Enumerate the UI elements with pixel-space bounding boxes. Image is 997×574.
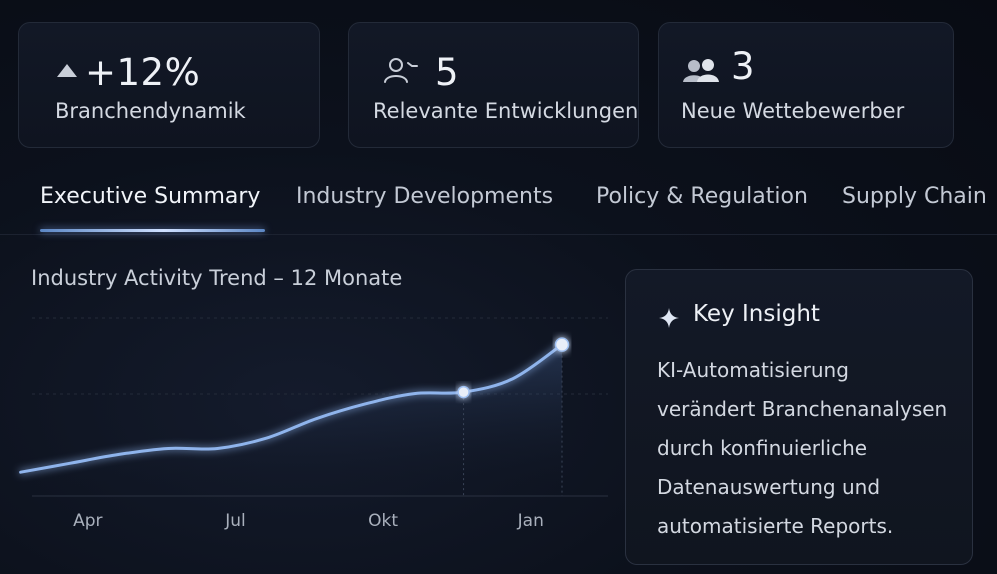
chart-title: Industry Activity Trend – 12 Monate <box>31 266 403 290</box>
chart-data-point <box>457 385 470 399</box>
tab-supply-chain[interactable]: Supply Chain <box>842 184 987 209</box>
stat-label: Neue Wettebewerber <box>681 99 905 123</box>
stat-label: Branchendynamik <box>55 99 246 123</box>
active-tab-indicator <box>40 229 265 232</box>
group-icon <box>683 59 719 82</box>
insight-text-line: durch konfinuierliche <box>657 436 868 460</box>
tab-executive-summary[interactable]: Executive Summary <box>40 184 261 209</box>
insight-title: Key Insight <box>693 301 820 327</box>
stat-label: Relevante Entwicklungen <box>373 99 639 123</box>
stat-card-relevante-entwicklungen: 5 Relevante Entwicklungen <box>348 22 639 148</box>
chart-x-tick-label: Jul <box>224 511 246 531</box>
person-icon <box>384 58 418 83</box>
trend-up-triangle-icon <box>57 64 77 77</box>
insight-text-line: verändert Branchenanalysen <box>657 397 948 421</box>
chart-x-tick-label: Apr <box>73 511 102 531</box>
stat-value: +12% <box>85 51 201 94</box>
insight-text-line: automatisierte Reports. <box>657 514 894 538</box>
chart-x-tick-label: Okt <box>368 511 398 531</box>
key-insight-card: Key Insight KI-Automatisierung verändert… <box>625 269 973 565</box>
stat-value: 3 <box>731 45 756 88</box>
tab-bar: Executive Summary Industry Developments … <box>0 178 997 235</box>
stat-card-branchendynamik: +12% Branchendynamik <box>18 22 320 148</box>
activity-trend-chart: Apr Jul Okt Jan <box>19 317 608 531</box>
insight-text-line: Datenauswertung und <box>657 475 881 499</box>
tab-industry-developments[interactable]: Industry Developments <box>296 184 554 209</box>
stat-value: 5 <box>435 51 460 94</box>
stat-value-row: 5 <box>349 49 638 97</box>
tab-policy-regulation[interactable]: Policy & Regulation <box>596 184 808 209</box>
stat-value-row: +12% <box>19 49 319 97</box>
chart-data-point <box>554 337 570 352</box>
chart-x-tick-label: Jan <box>517 511 544 531</box>
chart-area-fill <box>20 344 562 496</box>
stat-card-neue-wettbewerber: 3 Neue Wettebewerber <box>658 22 954 148</box>
insight-text-line: KI-Automatisierung <box>657 358 849 382</box>
sparkle-icon <box>659 308 679 328</box>
stat-value-row: 3 <box>659 45 953 97</box>
